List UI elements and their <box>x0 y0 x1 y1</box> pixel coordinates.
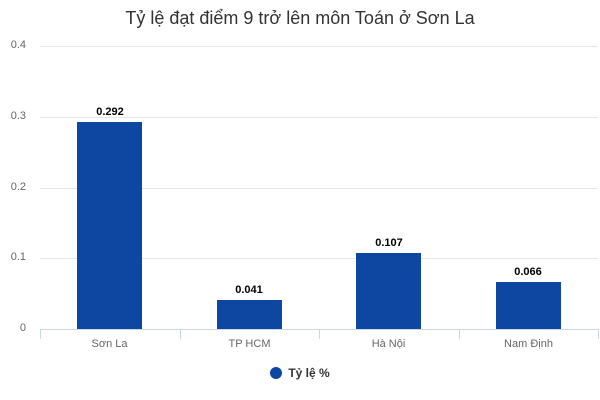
x-tick-mark <box>319 329 320 339</box>
x-tick-mark <box>180 329 181 339</box>
bar[interactable] <box>356 253 421 329</box>
x-tick-label: TP HCM <box>228 338 271 350</box>
y-tick-label: 0.3 <box>10 110 26 122</box>
gridline <box>40 117 598 118</box>
x-tick-mark <box>598 329 599 339</box>
data-label: 0.066 <box>514 266 542 278</box>
y-tick-label: 0.2 <box>10 181 26 193</box>
x-tick-label: Sơn La <box>91 338 128 350</box>
gridline <box>40 258 598 259</box>
x-tick-mark <box>40 329 41 339</box>
bar[interactable] <box>217 300 282 329</box>
x-tick-label: Nam Định <box>504 338 553 350</box>
gridline <box>40 46 598 47</box>
x-tick-mark <box>459 329 460 339</box>
legend-marker-icon <box>270 367 283 379</box>
y-tick-label: 0.1 <box>10 251 26 263</box>
data-label: 0.107 <box>375 237 403 249</box>
legend-item[interactable]: Tỷ lệ % <box>0 366 600 380</box>
y-tick-label: 0.4 <box>10 39 26 51</box>
y-tick-label: 0 <box>19 322 26 334</box>
data-label: 0.292 <box>96 106 124 118</box>
legend-label: Tỷ lệ % <box>288 366 330 380</box>
bar[interactable] <box>496 282 561 329</box>
gridline <box>40 188 598 189</box>
chart-title: Tỷ lệ đạt điểm 9 trở lên môn Toán ở Sơn … <box>125 8 475 28</box>
x-tick-label: Hà Nội <box>371 338 406 350</box>
bar[interactable] <box>77 122 142 329</box>
data-label: 0.041 <box>235 284 263 296</box>
